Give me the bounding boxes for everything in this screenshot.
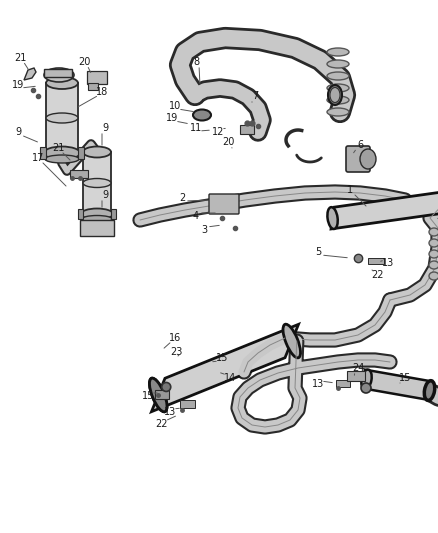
Text: 19: 19: [166, 113, 178, 123]
Ellipse shape: [429, 272, 438, 280]
Text: 22: 22: [156, 419, 168, 429]
Text: 13: 13: [164, 407, 176, 417]
Ellipse shape: [429, 261, 438, 269]
Ellipse shape: [283, 324, 300, 358]
Bar: [70, 170, 88, 178]
Bar: [336, 380, 350, 387]
Text: 3: 3: [201, 225, 207, 235]
Ellipse shape: [429, 228, 438, 236]
Bar: [240, 125, 254, 134]
Bar: [44, 69, 72, 77]
FancyBboxPatch shape: [87, 71, 107, 84]
Text: 9: 9: [102, 123, 108, 133]
Text: 17: 17: [32, 153, 44, 163]
FancyBboxPatch shape: [346, 146, 370, 172]
Text: 13: 13: [312, 379, 324, 389]
Ellipse shape: [424, 381, 435, 400]
Ellipse shape: [361, 383, 371, 393]
Ellipse shape: [46, 77, 78, 89]
Text: 23: 23: [170, 347, 182, 357]
Text: 20: 20: [78, 57, 90, 67]
Ellipse shape: [45, 155, 79, 163]
Text: 16: 16: [169, 333, 181, 343]
Text: 2: 2: [179, 193, 185, 203]
Text: 7: 7: [252, 91, 258, 101]
Ellipse shape: [327, 108, 349, 116]
Text: 15: 15: [216, 353, 228, 363]
Bar: [155, 390, 169, 399]
Bar: [111, 209, 116, 219]
Ellipse shape: [162, 383, 171, 391]
Text: 15: 15: [399, 373, 411, 383]
Text: 20: 20: [222, 137, 234, 147]
Polygon shape: [331, 191, 438, 229]
FancyBboxPatch shape: [88, 83, 98, 90]
Bar: [368, 258, 384, 264]
Bar: [180, 400, 195, 408]
Ellipse shape: [327, 72, 349, 80]
Bar: [78, 147, 84, 159]
Ellipse shape: [328, 85, 342, 105]
Ellipse shape: [327, 48, 349, 56]
Ellipse shape: [429, 239, 438, 247]
Text: 8: 8: [193, 57, 199, 67]
FancyBboxPatch shape: [46, 83, 78, 153]
Ellipse shape: [81, 208, 113, 220]
Ellipse shape: [330, 87, 340, 102]
Text: 10: 10: [169, 101, 181, 111]
Ellipse shape: [360, 149, 376, 169]
Text: 24: 24: [352, 363, 364, 373]
Text: 19: 19: [12, 80, 24, 90]
Text: 21: 21: [52, 143, 64, 153]
Polygon shape: [152, 325, 299, 411]
Text: 12: 12: [212, 127, 224, 137]
Bar: [78, 209, 83, 219]
FancyBboxPatch shape: [80, 220, 114, 236]
Text: 14: 14: [224, 373, 236, 383]
FancyBboxPatch shape: [347, 371, 365, 381]
Polygon shape: [365, 369, 431, 400]
Text: 5: 5: [315, 247, 321, 257]
FancyBboxPatch shape: [83, 152, 111, 214]
Text: 4: 4: [193, 211, 199, 221]
Text: 9: 9: [15, 127, 21, 137]
Ellipse shape: [82, 215, 112, 222]
Text: 21: 21: [14, 53, 26, 63]
Ellipse shape: [46, 113, 78, 123]
Ellipse shape: [44, 68, 74, 82]
Text: 11: 11: [190, 123, 202, 133]
Ellipse shape: [429, 250, 438, 258]
Ellipse shape: [361, 369, 372, 389]
Text: 6: 6: [357, 140, 363, 150]
Text: 18: 18: [96, 87, 108, 97]
Ellipse shape: [327, 96, 349, 104]
Ellipse shape: [327, 60, 349, 68]
Ellipse shape: [83, 147, 111, 157]
Ellipse shape: [327, 84, 349, 92]
Ellipse shape: [83, 179, 111, 188]
Text: 9: 9: [102, 190, 108, 200]
Polygon shape: [24, 68, 36, 80]
Text: 13: 13: [382, 258, 394, 268]
Ellipse shape: [327, 207, 338, 229]
Ellipse shape: [149, 378, 167, 412]
Ellipse shape: [193, 109, 211, 120]
Ellipse shape: [149, 378, 167, 412]
Text: 22: 22: [372, 270, 384, 280]
Bar: [40, 147, 46, 159]
Text: 1: 1: [347, 185, 353, 195]
Text: 15: 15: [142, 391, 154, 401]
Ellipse shape: [44, 147, 80, 159]
FancyBboxPatch shape: [209, 194, 239, 214]
